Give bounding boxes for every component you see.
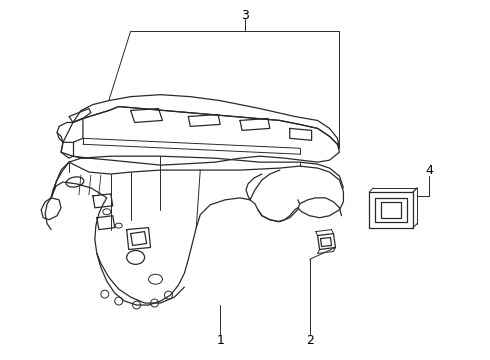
Text: 3: 3 [241,9,249,22]
Text: 4: 4 [425,163,433,176]
Text: 1: 1 [216,334,224,347]
Text: 2: 2 [306,334,314,347]
